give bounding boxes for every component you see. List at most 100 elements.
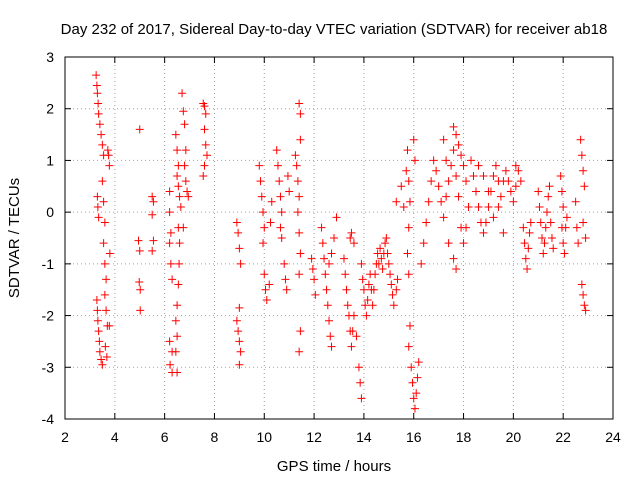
data-point bbox=[542, 208, 551, 217]
x-tick-label: 22 bbox=[555, 429, 571, 445]
data-point bbox=[536, 218, 545, 227]
data-point bbox=[307, 254, 316, 263]
data-point bbox=[454, 140, 463, 149]
data-point bbox=[442, 192, 451, 201]
data-point bbox=[175, 239, 184, 248]
data-point bbox=[232, 316, 241, 325]
data-point bbox=[200, 125, 209, 134]
data-point bbox=[105, 249, 114, 258]
x-tick-label: 6 bbox=[161, 429, 169, 445]
data-point bbox=[98, 360, 107, 369]
y-tick-label: -4 bbox=[42, 411, 55, 427]
data-point bbox=[165, 208, 174, 217]
data-point bbox=[511, 182, 520, 191]
data-point bbox=[232, 218, 241, 227]
data-point bbox=[535, 202, 544, 211]
data-point bbox=[311, 290, 320, 299]
data-point bbox=[165, 337, 174, 346]
data-point bbox=[100, 259, 109, 268]
data-point bbox=[357, 394, 366, 403]
data-point bbox=[282, 285, 291, 294]
data-point bbox=[357, 259, 366, 268]
data-point bbox=[571, 197, 580, 206]
data-point bbox=[504, 177, 513, 186]
data-point bbox=[260, 223, 269, 232]
data-point bbox=[371, 270, 380, 279]
data-point bbox=[266, 218, 275, 227]
data-point bbox=[509, 197, 518, 206]
data-point bbox=[404, 270, 413, 279]
data-point bbox=[257, 192, 266, 201]
data-point bbox=[293, 208, 302, 217]
data-point bbox=[427, 177, 436, 186]
data-point bbox=[574, 239, 583, 248]
plot-frame bbox=[64, 56, 614, 420]
data-point bbox=[171, 347, 180, 356]
data-point bbox=[276, 192, 285, 201]
x-tick-label: 12 bbox=[306, 429, 322, 445]
data-point bbox=[405, 197, 414, 206]
data-point bbox=[327, 249, 336, 258]
data-point bbox=[200, 102, 209, 111]
data-point bbox=[260, 270, 269, 279]
data-point bbox=[102, 352, 111, 361]
data-point bbox=[561, 223, 570, 232]
data-point bbox=[94, 213, 103, 222]
data-point bbox=[267, 197, 276, 206]
x-tick-label: 4 bbox=[111, 429, 119, 445]
data-point bbox=[378, 265, 387, 274]
chart-title: Day 232 of 2017, Sidereal Day-to-day VTE… bbox=[61, 21, 608, 38]
data-point bbox=[184, 192, 193, 201]
data-point bbox=[235, 244, 244, 253]
data-point bbox=[101, 342, 110, 351]
data-point bbox=[94, 109, 103, 118]
data-point bbox=[377, 254, 386, 263]
data-point bbox=[559, 202, 568, 211]
data-point bbox=[310, 275, 319, 284]
data-point bbox=[580, 182, 589, 191]
data-point bbox=[291, 151, 300, 160]
data-point bbox=[95, 337, 104, 346]
data-point bbox=[292, 161, 301, 170]
data-point bbox=[265, 280, 274, 289]
data-point bbox=[95, 120, 104, 129]
data-point bbox=[148, 210, 157, 219]
data-point bbox=[408, 378, 417, 387]
data-point bbox=[327, 342, 336, 351]
data-point bbox=[99, 197, 108, 206]
data-point bbox=[524, 244, 533, 253]
data-point bbox=[449, 254, 458, 263]
data-point bbox=[134, 236, 143, 245]
data-point bbox=[388, 290, 397, 299]
data-point bbox=[489, 213, 498, 222]
data-point bbox=[318, 239, 327, 248]
data-point bbox=[295, 192, 304, 201]
data-point bbox=[521, 254, 530, 263]
data-point bbox=[376, 244, 385, 253]
data-point bbox=[276, 223, 285, 232]
data-point bbox=[449, 122, 458, 131]
data-point bbox=[98, 177, 107, 186]
data-point bbox=[412, 389, 421, 398]
data-point bbox=[387, 280, 396, 289]
data-point bbox=[549, 244, 558, 253]
grid bbox=[65, 57, 613, 419]
data-point bbox=[235, 360, 244, 369]
data-point bbox=[560, 249, 569, 258]
data-point bbox=[464, 202, 473, 211]
data-point bbox=[202, 151, 211, 160]
data-point bbox=[534, 187, 543, 196]
data-point bbox=[281, 275, 290, 284]
data-point bbox=[452, 265, 461, 274]
data-point bbox=[165, 187, 174, 196]
data-point bbox=[579, 166, 588, 175]
data-point bbox=[547, 234, 556, 242]
data-point bbox=[148, 192, 157, 201]
data-point bbox=[409, 135, 418, 144]
data-point bbox=[392, 285, 401, 294]
y-tick-label: 3 bbox=[46, 49, 54, 65]
data-point bbox=[442, 156, 451, 165]
x-tick-label: 2 bbox=[61, 429, 69, 445]
data-point bbox=[343, 301, 352, 310]
